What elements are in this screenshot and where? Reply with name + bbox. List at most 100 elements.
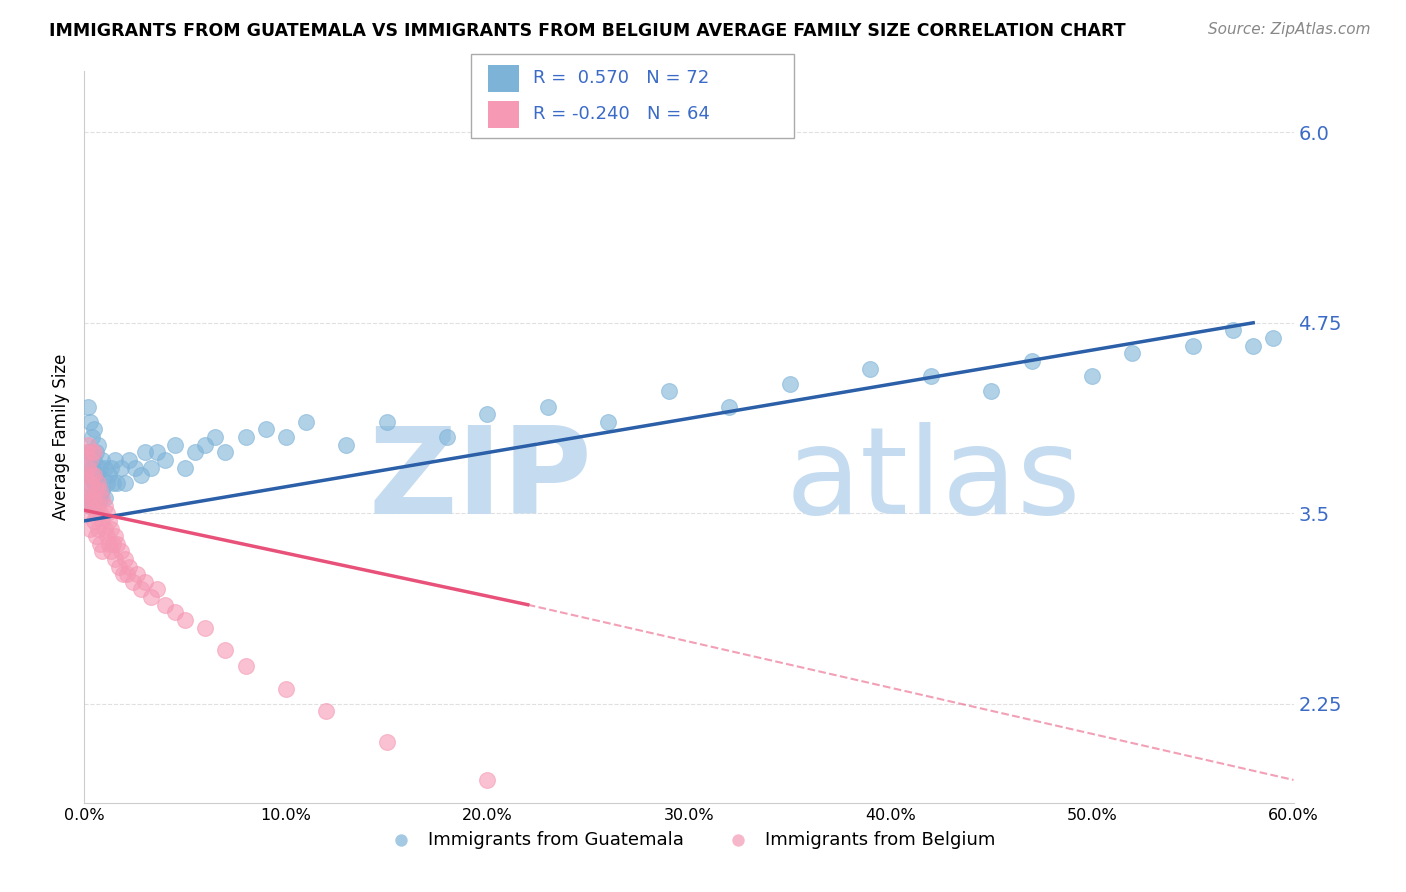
Immigrants from Guatemala <box>82 430 104 444</box>
Immigrants from Belgium <box>96 529 118 543</box>
Immigrants from Guatemala <box>100 460 122 475</box>
Immigrants from Belgium <box>82 491 104 505</box>
Immigrants from Belgium <box>235 658 257 673</box>
Immigrants from Guatemala <box>79 468 101 483</box>
Immigrants from Guatemala <box>658 384 681 399</box>
Immigrants from Guatemala <box>91 453 114 467</box>
Immigrants from Guatemala <box>1181 339 1204 353</box>
Immigrants from Belgium <box>139 590 162 604</box>
Immigrants from Guatemala <box>75 453 97 467</box>
Immigrants from Guatemala <box>1121 346 1143 360</box>
Immigrants from Guatemala <box>129 468 152 483</box>
Immigrants from Belgium <box>129 582 152 597</box>
Immigrants from Belgium <box>125 567 148 582</box>
Immigrants from Belgium <box>89 506 111 520</box>
Immigrants from Guatemala <box>91 483 114 498</box>
Immigrants from Guatemala <box>254 422 277 436</box>
Immigrants from Guatemala <box>274 430 297 444</box>
Immigrants from Belgium <box>91 544 114 558</box>
Immigrants from Guatemala <box>79 499 101 513</box>
Immigrants from Guatemala <box>77 400 100 414</box>
Immigrants from Belgium <box>79 499 101 513</box>
Immigrants from Belgium <box>101 537 124 551</box>
Immigrants from Belgium <box>121 574 143 589</box>
Immigrants from Belgium <box>111 567 134 582</box>
Immigrants from Belgium <box>97 537 120 551</box>
Immigrants from Belgium <box>174 613 197 627</box>
Immigrants from Guatemala <box>96 475 118 490</box>
Immigrants from Belgium <box>105 537 128 551</box>
Immigrants from Belgium <box>91 491 114 505</box>
Immigrants from Guatemala <box>93 460 115 475</box>
Immigrants from Guatemala <box>89 491 111 505</box>
Immigrants from Guatemala <box>77 445 100 459</box>
Immigrants from Guatemala <box>146 445 169 459</box>
Immigrants from Guatemala <box>718 400 741 414</box>
Immigrants from Belgium <box>77 460 100 475</box>
Immigrants from Guatemala <box>87 468 110 483</box>
Immigrants from Guatemala <box>87 491 110 505</box>
Immigrants from Guatemala <box>97 468 120 483</box>
Immigrants from Guatemala <box>114 475 136 490</box>
Immigrants from Belgium <box>118 559 141 574</box>
Immigrants from Belgium <box>77 483 100 498</box>
Immigrants from Belgium <box>79 453 101 467</box>
Legend: Immigrants from Guatemala, Immigrants from Belgium: Immigrants from Guatemala, Immigrants fr… <box>375 823 1002 856</box>
Immigrants from Guatemala <box>104 453 127 467</box>
Immigrants from Belgium <box>75 468 97 483</box>
Immigrants from Belgium <box>87 522 110 536</box>
Immigrants from Guatemala <box>83 453 105 467</box>
Immigrants from Guatemala <box>124 460 146 475</box>
Immigrants from Guatemala <box>86 491 108 505</box>
Immigrants from Belgium <box>93 499 115 513</box>
Immigrants from Belgium <box>107 559 129 574</box>
Immigrants from Belgium <box>100 522 122 536</box>
Immigrants from Guatemala <box>598 415 620 429</box>
Immigrants from Belgium <box>82 468 104 483</box>
Immigrants from Belgium <box>93 522 115 536</box>
Immigrants from Guatemala <box>980 384 1002 399</box>
Immigrants from Guatemala <box>1021 354 1043 368</box>
Immigrants from Belgium <box>315 705 337 719</box>
Immigrants from Belgium <box>104 529 127 543</box>
Immigrants from Guatemala <box>779 376 801 391</box>
Immigrants from Guatemala <box>105 475 128 490</box>
Immigrants from Belgium <box>214 643 236 657</box>
Immigrants from Belgium <box>274 681 297 696</box>
Immigrants from Guatemala <box>375 415 398 429</box>
Immigrants from Guatemala <box>920 369 942 384</box>
Y-axis label: Average Family Size: Average Family Size <box>52 354 70 520</box>
Immigrants from Guatemala <box>82 491 104 505</box>
Immigrants from Belgium <box>477 772 499 787</box>
Immigrants from Belgium <box>82 445 104 459</box>
Immigrants from Guatemala <box>1241 339 1264 353</box>
Immigrants from Belgium <box>86 483 108 498</box>
Immigrants from Guatemala <box>93 491 115 505</box>
Immigrants from Belgium <box>79 475 101 490</box>
Immigrants from Belgium <box>83 514 105 528</box>
Text: Source: ZipAtlas.com: Source: ZipAtlas.com <box>1208 22 1371 37</box>
Immigrants from Belgium <box>100 544 122 558</box>
Immigrants from Belgium <box>165 605 187 619</box>
Immigrants from Guatemala <box>1222 323 1244 337</box>
Immigrants from Guatemala <box>204 430 226 444</box>
Immigrants from Guatemala <box>436 430 458 444</box>
Immigrants from Guatemala <box>859 361 882 376</box>
Immigrants from Guatemala <box>134 445 156 459</box>
Immigrants from Belgium <box>75 445 97 459</box>
Immigrants from Guatemala <box>86 445 108 459</box>
Immigrants from Guatemala <box>477 407 499 421</box>
Immigrants from Guatemala <box>1263 331 1285 345</box>
Immigrants from Guatemala <box>194 438 217 452</box>
Immigrants from Belgium <box>115 567 138 582</box>
Immigrants from Guatemala <box>335 438 357 452</box>
Immigrants from Belgium <box>97 514 120 528</box>
Immigrants from Guatemala <box>1081 369 1104 384</box>
Text: R =  0.570   N = 72: R = 0.570 N = 72 <box>533 70 709 87</box>
Immigrants from Belgium <box>96 506 118 520</box>
Immigrants from Belgium <box>194 621 217 635</box>
Immigrants from Guatemala <box>174 460 197 475</box>
Immigrants from Belgium <box>134 574 156 589</box>
Immigrants from Belgium <box>86 506 108 520</box>
Text: IMMIGRANTS FROM GUATEMALA VS IMMIGRANTS FROM BELGIUM AVERAGE FAMILY SIZE CORRELA: IMMIGRANTS FROM GUATEMALA VS IMMIGRANTS … <box>49 22 1126 40</box>
